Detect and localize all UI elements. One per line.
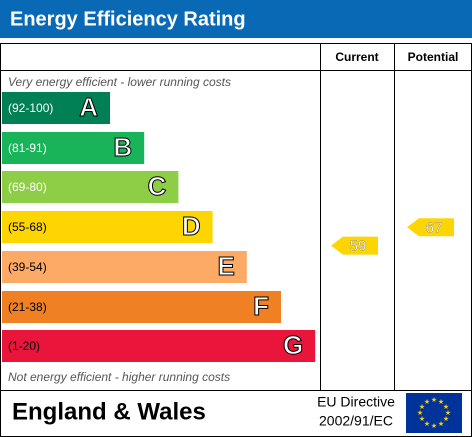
svg-text:★: ★ xyxy=(417,409,423,417)
svg-text:★: ★ xyxy=(431,422,437,430)
svg-text:★: ★ xyxy=(438,398,444,406)
rating-arrow xyxy=(407,218,454,237)
band-range: (92-100) xyxy=(8,101,53,115)
region: England & Wales xyxy=(12,398,206,425)
column-header: Current xyxy=(335,50,378,64)
band-bar xyxy=(2,251,247,283)
eu-flag: ★ ★★★★★★★★★★★ xyxy=(406,393,462,433)
band-range: (39-54) xyxy=(8,260,47,274)
svg-text:★: ★ xyxy=(438,420,444,428)
band-letter: C xyxy=(148,171,167,201)
band-letter: B xyxy=(113,132,132,162)
rating-value: 67 xyxy=(426,219,443,236)
directive: EU Directive xyxy=(317,394,395,410)
band-range: (1-20) xyxy=(8,339,40,353)
band-range: (69-80) xyxy=(8,180,47,194)
band-letter: F xyxy=(253,291,269,321)
band-bar xyxy=(2,211,213,243)
rating-arrow xyxy=(331,236,378,255)
svg-text:★: ★ xyxy=(424,420,430,428)
title: Energy Efficiency Rating xyxy=(10,8,246,30)
band-bar xyxy=(2,132,145,164)
band-bar xyxy=(2,92,110,124)
top-note: Very energy efficient - lower running co… xyxy=(8,75,231,89)
bottom-note: Not energy efficient - higher running co… xyxy=(8,370,230,384)
directive: 2002/91/EC xyxy=(319,413,393,429)
header-bar xyxy=(0,0,472,38)
band-range: (55-68) xyxy=(8,220,47,234)
svg-text:★: ★ xyxy=(419,403,425,411)
svg-text:★: ★ xyxy=(431,396,437,404)
svg-text:★: ★ xyxy=(419,415,425,423)
band-bar xyxy=(2,291,281,323)
svg-text:★: ★ xyxy=(443,415,449,423)
band-range: (81-91) xyxy=(8,141,47,155)
svg-text:★: ★ xyxy=(443,403,449,411)
band-letter: G xyxy=(283,330,303,360)
column-header: Potential xyxy=(408,50,459,64)
svg-text:★: ★ xyxy=(424,398,430,406)
svg-text:★: ★ xyxy=(445,409,451,417)
band-range: (21-38) xyxy=(8,300,47,314)
band-letter: E xyxy=(217,251,234,281)
band-letter: A xyxy=(79,92,98,122)
band-letter: D xyxy=(182,211,201,241)
rating-value: 59 xyxy=(350,238,367,255)
band-bar xyxy=(2,330,316,362)
band-bar xyxy=(2,171,179,203)
